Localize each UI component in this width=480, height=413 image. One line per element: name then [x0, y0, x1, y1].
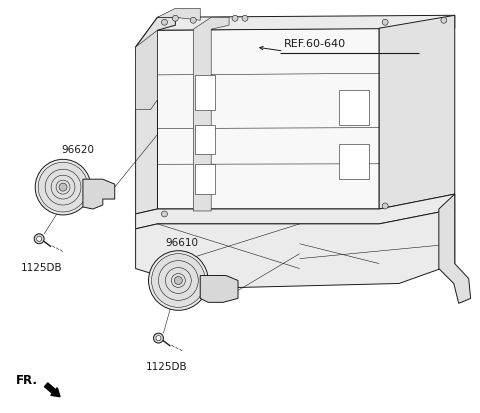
Bar — [195, 125, 215, 155]
Polygon shape — [157, 9, 200, 21]
Bar — [195, 76, 215, 110]
Circle shape — [38, 163, 88, 212]
Text: 1125DB: 1125DB — [145, 361, 187, 371]
Polygon shape — [136, 18, 175, 214]
Polygon shape — [379, 16, 455, 209]
Circle shape — [154, 333, 164, 343]
Polygon shape — [136, 209, 455, 289]
Circle shape — [382, 204, 388, 209]
Text: FR.: FR. — [16, 373, 38, 386]
Polygon shape — [200, 276, 238, 303]
Circle shape — [172, 16, 179, 22]
Polygon shape — [136, 195, 455, 229]
Circle shape — [156, 336, 161, 341]
Circle shape — [36, 237, 42, 242]
Polygon shape — [136, 31, 157, 110]
Text: 96610: 96610 — [166, 237, 198, 247]
Polygon shape — [439, 195, 471, 304]
Polygon shape — [193, 18, 229, 211]
Polygon shape — [157, 29, 379, 209]
Circle shape — [34, 234, 44, 244]
Text: REF.60-640: REF.60-640 — [284, 39, 346, 49]
Circle shape — [232, 16, 238, 22]
Circle shape — [242, 16, 248, 22]
Circle shape — [152, 254, 205, 308]
Circle shape — [148, 251, 208, 311]
Text: 1125DB: 1125DB — [21, 262, 63, 272]
Circle shape — [190, 18, 196, 24]
Circle shape — [382, 20, 388, 26]
Circle shape — [35, 160, 91, 216]
Circle shape — [441, 18, 447, 24]
Polygon shape — [83, 180, 115, 209]
Bar — [195, 165, 215, 195]
Circle shape — [161, 20, 168, 26]
Circle shape — [161, 211, 168, 217]
Text: 96620: 96620 — [61, 145, 94, 155]
Circle shape — [59, 184, 67, 192]
Bar — [339, 145, 369, 180]
FancyArrow shape — [45, 383, 60, 397]
Polygon shape — [136, 16, 455, 61]
Bar — [339, 90, 369, 125]
Circle shape — [174, 277, 182, 285]
